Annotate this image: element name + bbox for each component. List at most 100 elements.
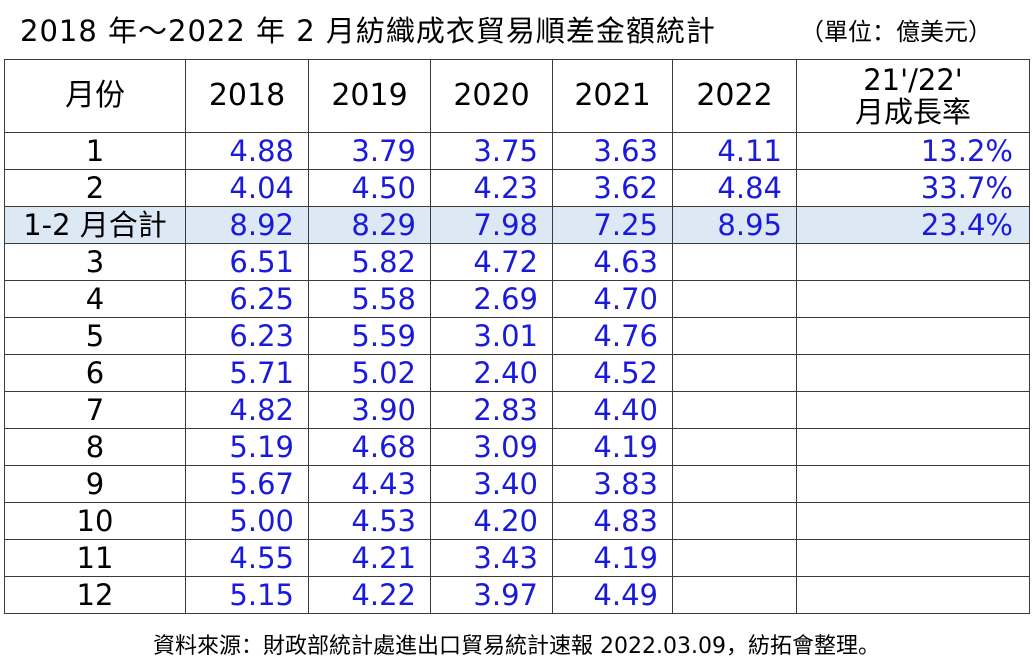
value-cell <box>672 576 797 614</box>
value-cell: 4.68 <box>308 428 431 466</box>
summary-row: 1-2 月合計 8.92 8.29 7.98 7.25 8.95 23.4% <box>4 206 1030 244</box>
table-row: 8 5.19 4.68 3.09 4.19 <box>4 428 1030 466</box>
value-cell: 3.63 <box>552 132 673 170</box>
value-cell: 4.88 <box>185 132 309 170</box>
value-cell: 4.43 <box>308 465 431 503</box>
value-cell: 4.83 <box>552 502 673 540</box>
value-cell: 7.25 <box>552 206 673 244</box>
month-cell: 3 <box>4 243 186 281</box>
month-cell: 12 <box>4 576 186 614</box>
growth-rate-cell <box>796 465 1030 503</box>
page-title: 2018 年～2022 年 2 月紡織成衣貿易順差金額統計 <box>20 14 716 48</box>
value-cell: 4.40 <box>552 391 673 429</box>
growth-rate-cell <box>796 354 1030 392</box>
growth-rate-cell: 13.2% <box>796 132 1030 170</box>
value-cell: 6.23 <box>185 317 309 355</box>
value-cell: 6.25 <box>185 280 309 318</box>
growth-rate-cell <box>796 502 1030 540</box>
value-cell: 4.19 <box>552 428 673 466</box>
value-cell: 2.40 <box>430 354 553 392</box>
value-cell: 4.55 <box>185 539 309 577</box>
value-cell: 4.72 <box>430 243 553 281</box>
value-cell: 3.01 <box>430 317 553 355</box>
value-cell: 3.62 <box>552 169 673 207</box>
value-cell: 5.19 <box>185 428 309 466</box>
value-cell <box>672 465 797 503</box>
month-cell: 6 <box>4 354 186 392</box>
header-rate-line2: 月成長率 <box>854 95 971 129</box>
growth-rate-cell <box>796 317 1030 355</box>
header-growth-rate: 21'/22' 月成長率 <box>796 59 1030 133</box>
value-cell: 4.20 <box>430 502 553 540</box>
month-cell: 1-2 月合計 <box>4 206 186 244</box>
value-cell: 5.00 <box>185 502 309 540</box>
trade-surplus-table: 月份 2018 2019 2020 2021 2022 21'/22' 月成長率 … <box>4 59 1030 614</box>
value-cell: 4.52 <box>552 354 673 392</box>
growth-rate-cell <box>796 243 1030 281</box>
header-2018: 2018 <box>185 59 309 133</box>
growth-rate-cell: 33.7% <box>796 169 1030 207</box>
value-cell <box>672 539 797 577</box>
value-cell <box>672 391 797 429</box>
table-row: 2 4.04 4.50 4.23 3.62 4.84 33.7% <box>4 169 1030 207</box>
table-row: 3 6.51 5.82 4.72 4.63 <box>4 243 1030 281</box>
month-cell: 8 <box>4 428 186 466</box>
value-cell: 2.83 <box>430 391 553 429</box>
month-cell: 7 <box>4 391 186 429</box>
value-cell <box>672 502 797 540</box>
table-row: 6 5.71 5.02 2.40 4.52 <box>4 354 1030 392</box>
growth-rate-cell <box>796 576 1030 614</box>
value-cell: 6.51 <box>185 243 309 281</box>
value-cell: 4.82 <box>185 391 309 429</box>
header-2021: 2021 <box>552 59 673 133</box>
value-cell: 8.95 <box>672 206 797 244</box>
value-cell: 3.79 <box>308 132 431 170</box>
month-cell: 2 <box>4 169 186 207</box>
value-cell: 4.23 <box>430 169 553 207</box>
value-cell: 5.15 <box>185 576 309 614</box>
month-cell: 1 <box>4 132 186 170</box>
value-cell: 7.98 <box>430 206 553 244</box>
value-cell <box>672 428 797 466</box>
month-cell: 4 <box>4 280 186 318</box>
month-cell: 11 <box>4 539 186 577</box>
growth-rate-cell: 23.4% <box>796 206 1030 244</box>
value-cell: 4.70 <box>552 280 673 318</box>
value-cell: 4.76 <box>552 317 673 355</box>
table-row: 9 5.67 4.43 3.40 3.83 <box>4 465 1030 503</box>
value-cell: 3.43 <box>430 539 553 577</box>
value-cell: 8.29 <box>308 206 431 244</box>
value-cell: 5.02 <box>308 354 431 392</box>
header-2019: 2019 <box>308 59 431 133</box>
value-cell: 3.97 <box>430 576 553 614</box>
unit-label: （單位：億美元） <box>800 18 992 46</box>
value-cell: 5.59 <box>308 317 431 355</box>
month-cell: 9 <box>4 465 186 503</box>
value-cell: 5.82 <box>308 243 431 281</box>
value-cell: 4.63 <box>552 243 673 281</box>
header-2022: 2022 <box>672 59 797 133</box>
source-footnote: 資料來源：財政部統計處進出口貿易統計速報 2022.03.09，紡拓會整理。 <box>153 634 880 659</box>
growth-rate-cell <box>796 428 1030 466</box>
value-cell: 4.49 <box>552 576 673 614</box>
value-cell: 4.19 <box>552 539 673 577</box>
value-cell: 8.92 <box>185 206 309 244</box>
value-cell: 4.53 <box>308 502 431 540</box>
value-cell: 4.04 <box>185 169 309 207</box>
value-cell: 4.50 <box>308 169 431 207</box>
value-cell <box>672 317 797 355</box>
value-cell: 4.22 <box>308 576 431 614</box>
header-rate-line1: 21'/22' <box>863 63 963 97</box>
month-cell: 5 <box>4 317 186 355</box>
value-cell: 4.11 <box>672 132 797 170</box>
table-row: 7 4.82 3.90 2.83 4.40 <box>4 391 1030 429</box>
month-cell: 10 <box>4 502 186 540</box>
value-cell: 3.40 <box>430 465 553 503</box>
value-cell: 5.71 <box>185 354 309 392</box>
value-cell: 5.58 <box>308 280 431 318</box>
table-row: 4 6.25 5.58 2.69 4.70 <box>4 280 1030 318</box>
growth-rate-cell <box>796 391 1030 429</box>
header-month: 月份 <box>4 59 186 133</box>
table-row: 1 4.88 3.79 3.75 3.63 4.11 13.2% <box>4 132 1030 170</box>
value-cell: 3.90 <box>308 391 431 429</box>
